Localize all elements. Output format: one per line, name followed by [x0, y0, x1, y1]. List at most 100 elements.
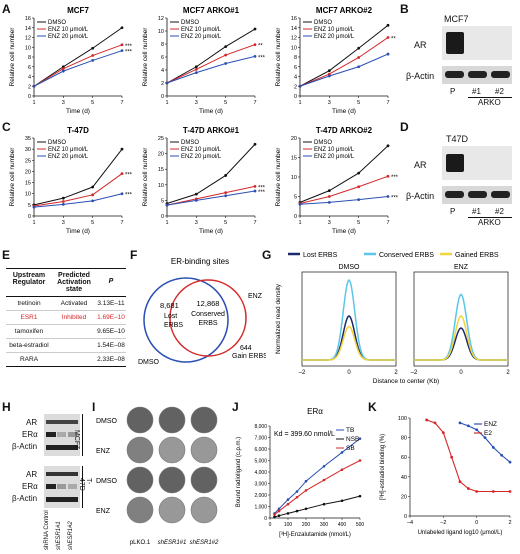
venn-conserved-count: 12,868	[197, 299, 220, 308]
x-tick-label: 2	[508, 520, 511, 526]
y-tick-label: 14	[291, 26, 297, 32]
blot-h-label-era-top: ERα	[22, 430, 38, 439]
table-cell	[52, 342, 96, 349]
x-tick-label: –2	[299, 370, 306, 376]
venn-dmso-label: DMSO	[138, 359, 160, 366]
panel-letter-f: F	[130, 248, 138, 262]
data-point	[491, 446, 495, 449]
venn-gain-count: 644	[240, 345, 252, 352]
x-tick-label: 1	[32, 100, 35, 106]
data-point	[386, 23, 390, 27]
y-tick-label: 10	[25, 45, 31, 51]
legend-label: DMSO	[48, 140, 66, 146]
plate-row-label: ENZ	[96, 448, 111, 455]
data-point	[32, 205, 36, 209]
legend-label: ENZ 10 μmol/L	[181, 147, 222, 153]
table-e-header-state: Predicted Activation state	[57, 272, 91, 293]
legend-label: ENZ	[484, 421, 497, 428]
x-tick-label: 100	[284, 522, 293, 528]
plate-row-label: ENZ	[96, 508, 111, 515]
data-point	[224, 194, 228, 198]
y-tick-label: 30	[25, 147, 31, 153]
table-row: ESR1 Inhibited 1.69E–10	[6, 311, 126, 325]
blot-d-title: T47D	[446, 134, 469, 144]
blot-d-ar-band	[442, 146, 512, 180]
legend-label: ENZ 20 μmol/L	[48, 34, 89, 40]
data-point	[224, 62, 228, 65]
data-point	[322, 464, 326, 468]
y-tick-label: 25	[25, 158, 31, 164]
panel-letter-j: J	[232, 400, 239, 414]
venn-conserved-label: Conserved	[191, 311, 225, 318]
table-e-header-regulator: Upstream Regulator	[12, 272, 46, 286]
x-axis-label: Distance to center (Kb)	[373, 378, 439, 385]
table-cell	[52, 328, 96, 335]
x-tick-label: 1	[32, 220, 35, 226]
panel-letter-e: E	[2, 248, 11, 262]
y-tick-label: 10	[291, 175, 297, 181]
data-point	[425, 418, 429, 422]
chart-t47d-arko1: T-47D ARKO#1 0 5 10 15 20 25 1 3 5 7 Time (d) Relati…	[142, 126, 266, 235]
blot-h-label-ar-bot: AR	[26, 470, 38, 479]
data-point	[253, 54, 257, 58]
data-point	[194, 71, 198, 74]
plot-frame	[301, 271, 397, 367]
density-curve	[414, 327, 508, 361]
y-tick-label: 5	[161, 198, 164, 204]
colony-plate	[126, 466, 154, 494]
x-tick-label: 5	[224, 220, 227, 226]
blot-panel-h: AR ERα β-Actin AR ERα β-Actin MCF7 T-47D…	[8, 412, 92, 552]
panel-letter-b: B	[400, 2, 409, 16]
x-tick-label: 3	[62, 100, 65, 106]
data-point	[91, 54, 95, 57]
y-tick-label: 12	[158, 16, 164, 22]
venn-conserved-label2: ERBS	[198, 320, 217, 327]
data-point	[357, 198, 361, 202]
density-curve	[302, 325, 396, 361]
y-axis-label: Relative cell number	[275, 27, 282, 87]
y-tick-label: 12	[291, 36, 297, 42]
data-point	[253, 27, 257, 31]
data-point	[91, 59, 95, 62]
blot-b-actin-band	[442, 66, 512, 84]
legend-label: DMSO	[314, 140, 332, 146]
data-point	[357, 56, 361, 59]
panel-letter-c: C	[2, 120, 11, 134]
data-point	[322, 478, 326, 482]
venn-dmso-circle	[143, 277, 229, 363]
series-line	[166, 44, 256, 84]
legend-label: DMSO	[181, 20, 199, 26]
x-tick-label: 1	[298, 100, 301, 106]
table-cell: 9.65E–10	[97, 328, 125, 335]
data-point	[340, 468, 344, 471]
y-tick-label: 10	[291, 45, 297, 51]
y-tick-label: 15	[291, 156, 297, 162]
chart-title: MCF7 ARKO#1	[183, 6, 240, 15]
table-cell: beta-estradiol	[9, 342, 49, 349]
chart-title: T-47D	[67, 126, 89, 135]
table-row: tretinoin Activated 3.13E–11	[6, 297, 126, 311]
x-axis-label: Time (d)	[66, 108, 90, 115]
data-point	[386, 52, 390, 56]
plot-frame	[413, 271, 509, 367]
x-tick-label: 0	[459, 370, 463, 376]
blot-b-label-ar: AR	[414, 40, 427, 50]
venn-lost-label2: ERBS	[164, 322, 183, 329]
data-point	[458, 421, 462, 425]
table-panel-e: Upstream Regulator Predicted Activation …	[6, 268, 126, 367]
y-axis-label: Relative cell number	[142, 27, 149, 87]
x-tick-label: 3	[62, 220, 65, 226]
significance-mark: ***	[125, 44, 133, 50]
x-axis-label: Time (d)	[199, 108, 223, 115]
x-tick-label: 200	[302, 522, 311, 528]
legend-label: DMSO	[314, 20, 332, 26]
data-point	[286, 498, 290, 501]
blot-h-lane-shesr1-1: shESR1#1	[56, 521, 62, 550]
x-tick-label: 0	[347, 370, 351, 376]
data-point	[304, 507, 308, 511]
kd-annotation: Kd = 399.60 nmol/L	[274, 431, 335, 438]
data-point	[286, 512, 290, 515]
colony-plate	[126, 496, 154, 524]
data-point	[295, 496, 299, 499]
table-cell	[52, 356, 96, 363]
